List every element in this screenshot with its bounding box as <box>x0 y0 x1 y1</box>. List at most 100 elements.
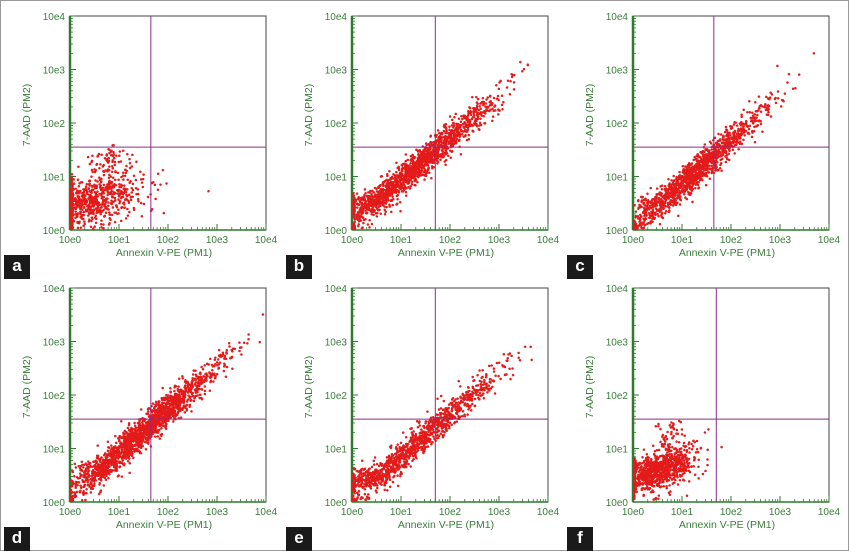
data-point <box>97 210 100 214</box>
data-point <box>102 223 105 226</box>
data-point <box>114 211 118 215</box>
data-point <box>405 164 408 167</box>
data-point <box>460 133 464 136</box>
data-point <box>448 128 451 132</box>
data-point <box>405 170 408 174</box>
data-point <box>474 120 477 123</box>
y-tick-label: 10e3 <box>43 66 66 77</box>
data-point <box>120 419 123 423</box>
data-point <box>719 133 723 136</box>
data-point <box>102 191 105 195</box>
data-point <box>140 421 144 424</box>
data-point <box>442 129 446 133</box>
data-point <box>247 338 250 341</box>
data-point <box>754 100 757 104</box>
data-point <box>676 197 679 200</box>
data-point <box>90 168 94 172</box>
data-point <box>451 142 454 146</box>
data-point <box>740 132 744 136</box>
data-point <box>351 192 355 195</box>
data-point <box>83 220 86 224</box>
data-point <box>107 201 110 204</box>
x-axis-title: Annexin V-PE (PM1) <box>398 247 494 259</box>
data-point <box>261 313 265 316</box>
data-point <box>81 204 84 207</box>
data-point <box>86 155 90 159</box>
data-point <box>76 178 80 182</box>
data-point <box>735 143 738 147</box>
data-point <box>443 160 446 163</box>
data-point <box>356 217 360 220</box>
data-point <box>91 227 95 230</box>
data-point <box>109 175 113 178</box>
data-point <box>186 384 190 387</box>
data-point <box>411 153 414 157</box>
data-point <box>81 191 84 195</box>
data-point <box>654 197 658 201</box>
data-point <box>84 202 88 206</box>
data-point <box>722 149 726 153</box>
data-point <box>181 375 184 378</box>
data-point <box>107 182 111 186</box>
data-point <box>126 426 130 430</box>
data-point <box>362 221 365 225</box>
data-point <box>111 196 115 199</box>
data-point <box>458 126 461 129</box>
data-point <box>378 202 381 206</box>
data-point <box>242 341 246 345</box>
data-point <box>693 155 696 159</box>
data-point <box>382 204 385 207</box>
data-point <box>649 206 653 210</box>
data-point <box>486 96 490 99</box>
data-point <box>107 476 110 480</box>
data-point <box>489 108 492 111</box>
data-point <box>435 152 439 156</box>
y-tick-label: 10e4 <box>325 12 348 23</box>
data-point <box>512 88 516 91</box>
data-point <box>642 201 646 205</box>
data-point <box>71 199 75 203</box>
data-point <box>447 154 450 158</box>
data-point <box>417 175 420 179</box>
data-point <box>716 150 720 153</box>
data-point <box>110 187 113 191</box>
data-point <box>128 210 131 214</box>
data-point <box>749 119 753 123</box>
data-point <box>381 189 384 192</box>
data-point <box>699 175 702 178</box>
data-point <box>193 383 197 386</box>
data-point <box>742 138 745 142</box>
data-point <box>388 170 391 173</box>
data-point <box>162 401 166 405</box>
data-point <box>667 178 670 181</box>
data-point <box>93 168 96 171</box>
data-point <box>164 427 168 431</box>
data-point <box>368 191 371 194</box>
data-point <box>97 176 101 179</box>
data-point <box>654 195 658 199</box>
data-point <box>426 148 429 151</box>
data-point <box>134 186 138 190</box>
data-point <box>94 221 98 225</box>
data-point <box>491 107 494 110</box>
data-point <box>103 214 107 218</box>
data-point <box>397 191 401 194</box>
data-point <box>386 179 390 182</box>
data-point <box>482 115 485 118</box>
data-point <box>449 132 452 135</box>
data-point <box>208 371 211 374</box>
data-point <box>427 166 430 170</box>
data-point <box>735 138 738 141</box>
data-point <box>111 144 114 147</box>
data-point <box>479 117 482 120</box>
y-tick-label: 10e0 <box>43 226 66 237</box>
data-point <box>678 197 682 201</box>
data-point <box>670 188 674 191</box>
data-point <box>688 171 691 174</box>
data-point <box>737 147 740 151</box>
data-point <box>697 163 701 166</box>
data-point <box>103 156 107 160</box>
data-point <box>812 52 816 55</box>
data-point <box>649 222 652 225</box>
data-point <box>412 175 415 178</box>
